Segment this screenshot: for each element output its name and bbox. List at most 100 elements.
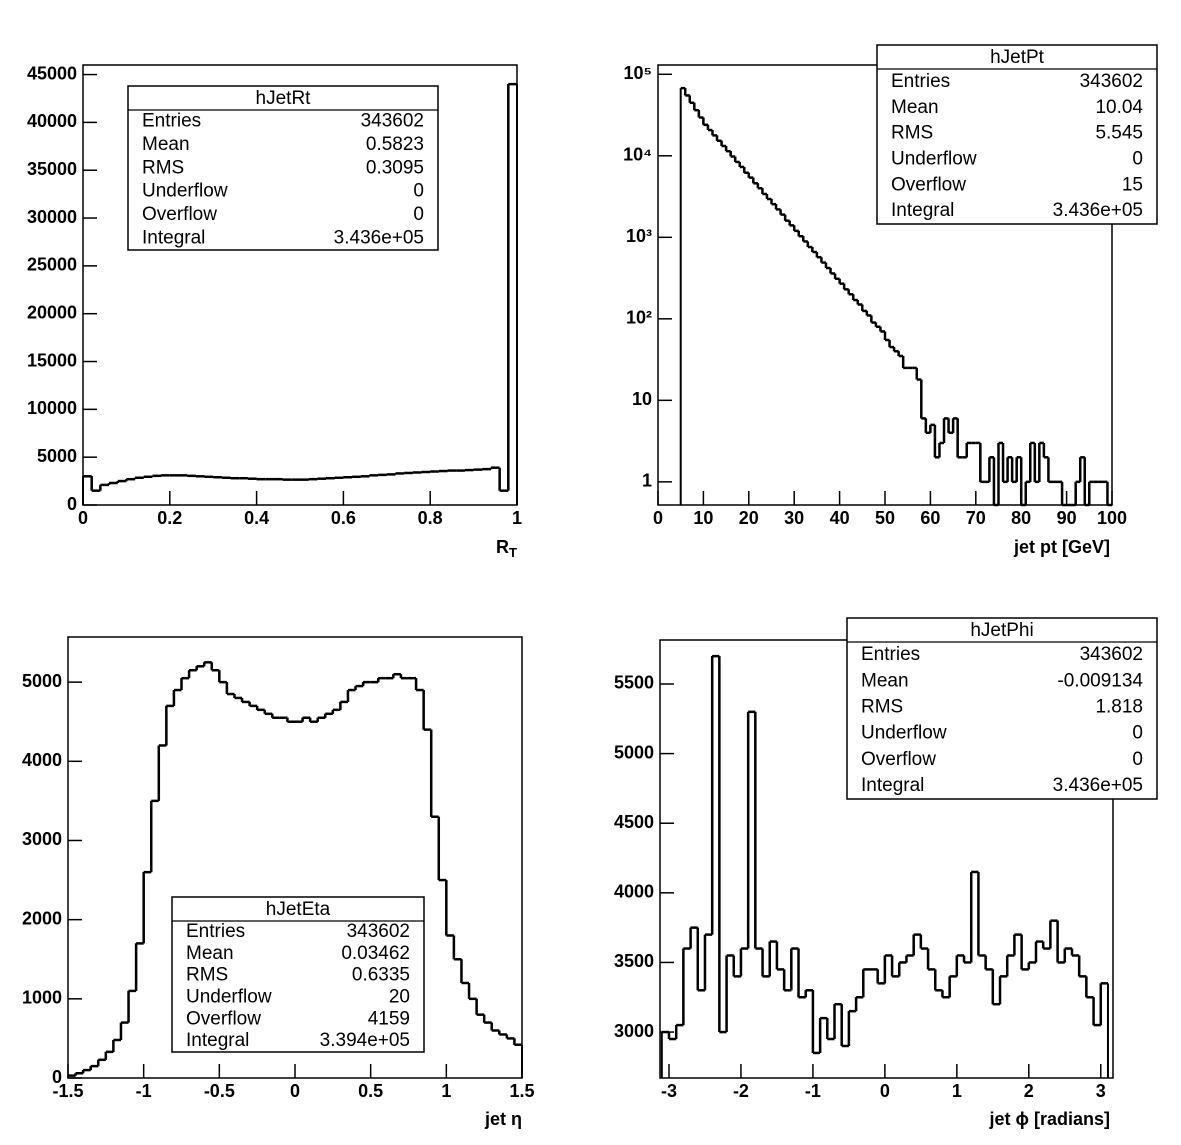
x-tick-label: 0.5: [358, 1081, 383, 1101]
stats-value: 0: [1132, 723, 1143, 744]
x-axis-label-sub: T: [509, 545, 517, 560]
y-tick-label: 0: [52, 1067, 62, 1087]
y-tick-label: 40000: [27, 111, 77, 131]
x-tick-label: 30: [784, 508, 804, 528]
stats-title: hJetPhi: [970, 620, 1033, 641]
y-tick-label: 5000: [37, 446, 77, 466]
stats-value: 3.436e+05: [334, 227, 424, 248]
stats-title: hJetEta: [266, 899, 331, 920]
y-tick-label: 4500: [614, 812, 654, 832]
x-axis-label-text: jet η: [484, 1109, 522, 1129]
x-axis-label: RT: [496, 537, 517, 561]
stats-box: [127, 85, 439, 251]
step-riser: [667, 656, 1103, 1053]
histogram-panel: 0 1000 2000 3000 4000 5000 -1.5 -1 -0.5 0 0.5 1 1.5 j…: [22, 636, 535, 1129]
stats-value: 0.3095: [366, 157, 424, 178]
y-tick-label: 10⁵: [624, 63, 652, 83]
step-riser: [683, 88, 1109, 505]
stats-label: RMS: [891, 123, 933, 144]
y-tick-label: 0: [67, 494, 77, 514]
x-tick-label: 1: [441, 1081, 451, 1101]
stats-value: 5.545: [1095, 123, 1143, 144]
histogram-panel: 3000 3500 4000 4500 5000 5500 -3 -2 -1 0 1 2 3 jet ϕ …: [614, 617, 1158, 1129]
x-tick-label: 0: [78, 508, 88, 528]
stats-value: 0: [413, 181, 424, 202]
y-tick-label: 5000: [22, 671, 62, 691]
y-tick-label: 10⁴: [623, 145, 652, 165]
x-tick-label: 80: [1011, 508, 1031, 528]
stats-value: 0: [1132, 749, 1143, 770]
y-tick-label: 10: [632, 389, 652, 409]
stats-label: RMS: [861, 696, 903, 717]
y-tick-label: 3500: [614, 951, 654, 971]
x-tick-label: 0: [653, 508, 663, 528]
y-tick-label: 3000: [22, 829, 62, 849]
stats-value: 1.818: [1095, 696, 1143, 717]
stats-label: Integral: [142, 227, 205, 248]
x-tick-label: 0.2: [157, 508, 182, 528]
stats-value: 0: [1132, 148, 1143, 169]
stats-label: Entries: [891, 71, 950, 92]
stats-label: Integral: [861, 775, 924, 796]
stats-label: Mean: [891, 97, 939, 118]
y-tick-label: 45000: [27, 63, 77, 83]
x-axis-label: jet ϕ [radians]: [988, 1109, 1110, 1129]
stats-value: 343602: [1080, 71, 1143, 92]
x-tick-label: 2: [1024, 1081, 1034, 1101]
histogram-panel: 1 10 10² 10³ 10⁴ 10⁵ 0 10 20 30 40 50 60 70 80 90 100 jet…: [623, 44, 1158, 557]
histogram-panel: 0 5000 10000 15000 20000 25000 30000 35000 40000…: [27, 63, 522, 560]
stats-value: 0.03462: [341, 943, 410, 964]
x-axis-label: jet pt [GeV]: [1013, 537, 1110, 557]
x-tick-label: 0: [880, 1081, 890, 1101]
x-tick-label: -0.5: [204, 1081, 235, 1101]
stats-value: 4159: [368, 1008, 410, 1029]
y-tick-label: 15000: [27, 350, 77, 370]
stats-value: 343602: [347, 921, 410, 942]
stats-value: 15: [1122, 174, 1143, 195]
stats-value: 20: [389, 986, 410, 1007]
x-tick-label: 50: [875, 508, 895, 528]
stats-label: RMS: [186, 965, 228, 986]
x-tick-label: 0: [290, 1081, 300, 1101]
y-tick-label: 30000: [27, 207, 77, 227]
y-tick-label: 10³: [626, 226, 652, 246]
x-tick-label: 1: [512, 508, 522, 528]
x-axis-label-text: R: [496, 537, 509, 557]
stats-value: 3.436e+05: [1053, 775, 1143, 796]
x-tick-label: 0.8: [418, 508, 443, 528]
stats-label: Mean: [186, 943, 234, 964]
y-tick-label: 10000: [27, 398, 77, 418]
stats-value: 3.436e+05: [1053, 200, 1143, 221]
stats-value: 0.5823: [366, 134, 424, 155]
x-tick-label: 0.6: [331, 508, 356, 528]
stats-label: Entries: [186, 921, 245, 942]
stats-label: Overflow: [891, 174, 966, 195]
stats-title: hJetRt: [256, 88, 312, 109]
stats-value: 343602: [361, 111, 424, 132]
stats-title: hJetPt: [990, 47, 1045, 68]
stats-label: Underflow: [891, 148, 977, 169]
y-tick-label: 10²: [626, 308, 652, 328]
x-axis-label: jet η: [484, 1109, 522, 1129]
stats-box: [171, 896, 425, 1053]
x-tick-label: 70: [966, 508, 986, 528]
x-axis-label-text: jet ϕ [radians]: [988, 1109, 1110, 1129]
x-tick-label: -1.5: [52, 1081, 83, 1101]
x-tick-label: 90: [1057, 508, 1077, 528]
x-tick-label: -3: [661, 1081, 677, 1101]
x-tick-label: 1.5: [509, 1081, 534, 1101]
y-tick-label: 5500: [614, 673, 654, 693]
stats-value: -0.009134: [1057, 670, 1143, 691]
stats-box: [876, 44, 1158, 225]
stats-value: 10.04: [1095, 97, 1143, 118]
stats-label: Entries: [861, 644, 920, 665]
x-tick-label: 0.4: [244, 508, 269, 528]
y-tick-label: 1000: [22, 988, 62, 1008]
x-tick-label: 40: [830, 508, 850, 528]
x-tick-label: 1: [952, 1081, 962, 1101]
x-tick-label: -1: [136, 1081, 152, 1101]
y-tick-label: 4000: [614, 882, 654, 902]
stats-value: 343602: [1080, 644, 1143, 665]
stats-value: 0.6335: [352, 965, 410, 986]
